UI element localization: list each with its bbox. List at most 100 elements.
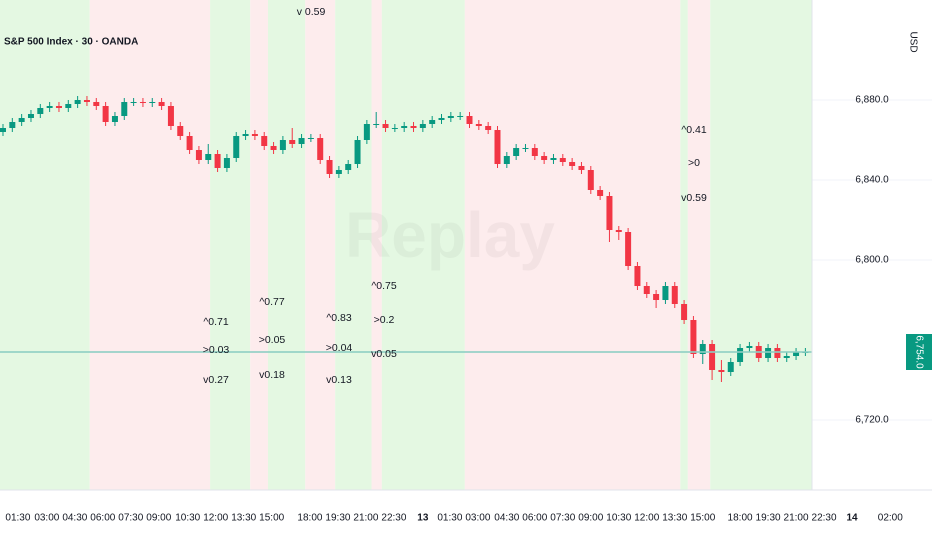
candle-body (597, 190, 604, 196)
candle-body (195, 150, 202, 160)
x-tick-label: 15:00 (690, 513, 715, 524)
candle-body (550, 158, 557, 160)
x-tick-label: 12:00 (634, 513, 659, 524)
signal-regions (0, 0, 812, 490)
x-tick-label: 06:00 (90, 513, 115, 524)
candle-body (93, 102, 100, 106)
candle-body (158, 102, 165, 106)
signal-annotation: >0.2 (374, 314, 395, 326)
candle-body (643, 286, 650, 294)
signal-annotation: v0.59 (681, 192, 707, 204)
candle-body (177, 126, 184, 136)
candle-body (27, 114, 34, 118)
candle-body (18, 118, 25, 122)
signal-region (687, 0, 711, 490)
candle-body (373, 124, 380, 125)
y-tick-label: 6,880.0 (855, 95, 889, 106)
candle-body (0, 128, 6, 132)
signal-annotation: >0.05 (259, 334, 286, 346)
signal-annotation: v0.13 (326, 374, 352, 386)
signal-region (381, 0, 465, 490)
watermark: Replay (345, 199, 555, 271)
candle-body (382, 124, 389, 128)
candle-body (326, 160, 333, 174)
candle-body (205, 154, 212, 160)
candle-body (391, 128, 398, 129)
candle-body (9, 122, 16, 128)
x-tick-label: 01:30 (437, 513, 462, 524)
candle-body (671, 286, 678, 304)
candle-body (447, 116, 454, 118)
candle-body (606, 196, 613, 230)
candle-body (578, 166, 585, 170)
x-tick-label: 19:30 (325, 513, 350, 524)
candle-body (83, 100, 90, 102)
candle-body (513, 148, 520, 156)
signal-annotation: ^0.75 (371, 280, 397, 292)
candle-body (709, 344, 716, 370)
candle-body (569, 162, 576, 166)
x-tick-label: 22:30 (812, 513, 837, 524)
candle-body (662, 286, 669, 300)
candle-body (186, 136, 193, 150)
candle-body (727, 362, 734, 372)
candle-body (335, 170, 342, 174)
x-tick-label: 13 (417, 513, 429, 524)
x-tick-label: 18:00 (728, 513, 753, 524)
candle-body (699, 344, 706, 354)
candle-body (419, 124, 426, 128)
candle-body (503, 156, 510, 164)
candle-body (559, 158, 566, 162)
candle-body (46, 106, 53, 108)
candle-body (531, 148, 538, 156)
candle-body (793, 352, 800, 356)
signal-region (89, 0, 211, 490)
candle-body (354, 140, 361, 164)
candle-body (457, 116, 464, 117)
candle-body (289, 140, 296, 144)
candle-body (783, 356, 790, 358)
candle-body (737, 348, 744, 362)
signal-region (710, 0, 812, 490)
last-price-box (906, 334, 932, 370)
candle-body (541, 156, 548, 160)
x-tick-label: 13:30 (231, 513, 256, 524)
candle-body (242, 134, 249, 136)
candle-body (587, 170, 594, 190)
candle-body (37, 108, 44, 114)
last-price-label: 6,754.0 (913, 335, 924, 369)
candle-body (139, 102, 146, 103)
x-tick-label: 22:30 (381, 513, 406, 524)
candle-body (653, 294, 660, 300)
candle-body (317, 138, 324, 160)
y-tick-label: 6,800.0 (855, 255, 889, 266)
candle-body (625, 232, 632, 266)
x-tick-label: 07:30 (118, 513, 143, 524)
x-tick-label: 04:30 (62, 513, 87, 524)
candle-body (345, 164, 352, 170)
y-tick-label: 6,840.0 (855, 175, 889, 186)
overlay: 6,720.06,800.06,840.06,880.001:30 03:00 04… (0, 6, 932, 524)
signal-region (335, 0, 372, 490)
candle-body (55, 106, 62, 108)
x-tick-label: 01:30 (5, 513, 30, 524)
x-tick-label: 09:00 (578, 513, 603, 524)
candle-body (746, 346, 753, 348)
candle-body (130, 102, 137, 103)
candle-body (615, 230, 622, 232)
signal-annotation: v0.27 (203, 374, 229, 386)
x-tick-label: 10:30 (606, 513, 631, 524)
candle-body (121, 102, 128, 116)
x-tick-label: 04:30 (494, 513, 519, 524)
candle-body (65, 104, 72, 108)
candle-body (634, 266, 641, 286)
candle-body (522, 148, 529, 149)
candle-body (718, 370, 725, 372)
candle-body (233, 136, 240, 158)
signal-annotation: >0.04 (326, 342, 353, 354)
signal-region (210, 0, 251, 490)
x-tick-label: 02:00 (878, 513, 903, 524)
x-tick-label: 07:30 (550, 513, 575, 524)
candle-body (167, 106, 174, 126)
